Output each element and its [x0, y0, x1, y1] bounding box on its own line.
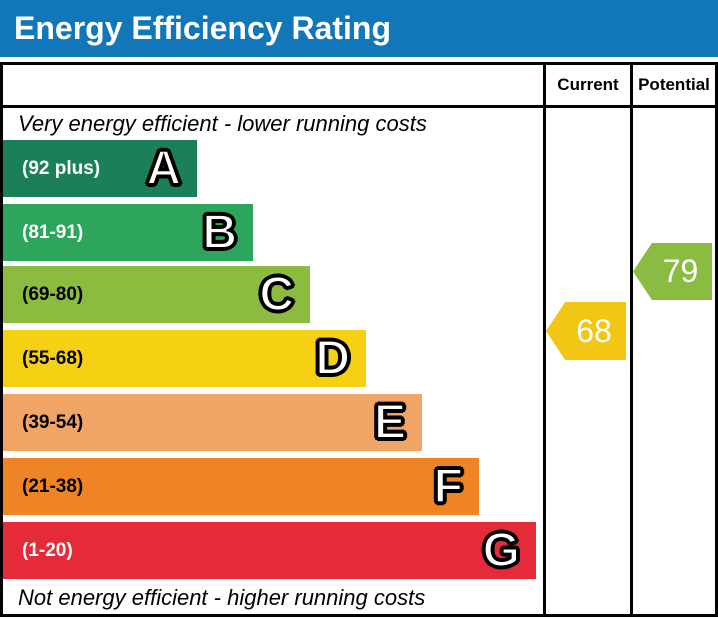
band-letter: C	[258, 267, 295, 322]
title-bar: Energy Efficiency Rating	[0, 0, 718, 57]
band-row-F: (21-38) F	[3, 458, 479, 515]
band-range-label: (1-20)	[22, 539, 73, 561]
band-row-C: (69-80) C	[3, 266, 310, 323]
top-caption: Very energy efficient - lower running co…	[18, 111, 427, 136]
band-range-label: (39-54)	[22, 411, 84, 433]
page-title: Energy Efficiency Rating	[14, 10, 391, 46]
header-divider	[3, 105, 715, 108]
band-row-E: (39-54) E	[3, 394, 422, 451]
band-row-D: (55-68) D	[3, 330, 366, 387]
band-row-G: (1-20) G	[3, 522, 536, 579]
band-range-label: (21-38)	[22, 475, 84, 497]
column-divider-potential	[630, 65, 633, 614]
band-range-label: (81-91)	[22, 221, 84, 243]
potential-rating-arrow: 79	[633, 243, 712, 300]
band-letter: B	[201, 205, 238, 260]
band-row-B: (81-91) B	[3, 204, 253, 261]
band-row-A: (92 plus) A	[3, 140, 197, 197]
band-range-label: (69-80)	[22, 283, 84, 305]
band-letter: G	[482, 523, 521, 578]
bottom-caption: Not energy efficient - higher running co…	[18, 585, 426, 610]
band-range-label: (92 plus)	[22, 157, 101, 179]
band-letter: E	[373, 395, 407, 450]
band-letter: D	[314, 331, 351, 386]
band-range-label: (55-68)	[22, 347, 84, 369]
current-rating-arrow: 68	[546, 302, 626, 360]
band-letter: A	[145, 141, 182, 196]
column-divider-current	[543, 65, 546, 614]
potential-rating-value: 79	[662, 253, 699, 289]
band-letter: F	[433, 459, 464, 514]
current-rating-value: 68	[576, 312, 612, 349]
column-header-current: Current	[557, 75, 619, 94]
rating-table: Current Potential Very energy efficient …	[0, 62, 718, 617]
column-header-potential: Potential	[638, 75, 710, 94]
